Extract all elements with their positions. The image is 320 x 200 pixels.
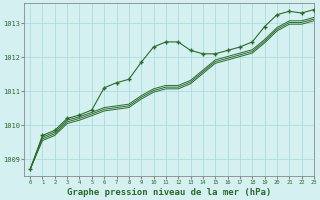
X-axis label: Graphe pression niveau de la mer (hPa): Graphe pression niveau de la mer (hPa) [67, 188, 271, 197]
